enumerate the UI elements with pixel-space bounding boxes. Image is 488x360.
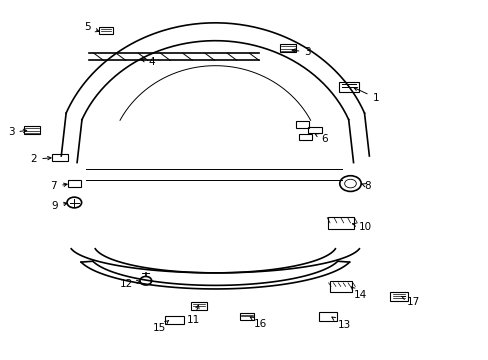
Bar xyxy=(24,126,40,134)
Text: 17: 17 xyxy=(401,296,420,307)
Bar xyxy=(389,292,407,301)
Text: 2: 2 xyxy=(31,154,51,164)
Bar xyxy=(99,27,113,34)
Bar xyxy=(298,134,311,140)
Bar xyxy=(318,312,337,321)
Bar xyxy=(191,302,207,310)
Text: 6: 6 xyxy=(314,134,327,144)
Text: 11: 11 xyxy=(186,305,200,325)
Text: 16: 16 xyxy=(250,317,266,329)
Bar xyxy=(280,44,296,52)
Text: 3: 3 xyxy=(291,47,310,57)
Bar xyxy=(338,82,359,92)
Bar xyxy=(68,180,81,187)
Text: 10: 10 xyxy=(352,222,371,232)
Text: 3: 3 xyxy=(8,127,27,138)
Text: 1: 1 xyxy=(353,87,378,103)
Text: 8: 8 xyxy=(361,181,370,191)
Text: 12: 12 xyxy=(120,279,140,289)
Text: 9: 9 xyxy=(51,201,67,211)
Text: 5: 5 xyxy=(84,22,99,32)
Bar xyxy=(239,313,254,320)
Bar xyxy=(329,281,351,292)
Text: 13: 13 xyxy=(331,317,350,330)
Bar xyxy=(308,127,321,133)
Text: 15: 15 xyxy=(152,320,168,333)
Bar xyxy=(296,121,309,128)
Text: 14: 14 xyxy=(350,287,366,300)
Text: 7: 7 xyxy=(50,181,67,192)
Bar xyxy=(327,217,353,229)
Bar xyxy=(165,316,183,324)
Text: 4: 4 xyxy=(141,57,155,67)
Bar xyxy=(52,154,68,161)
